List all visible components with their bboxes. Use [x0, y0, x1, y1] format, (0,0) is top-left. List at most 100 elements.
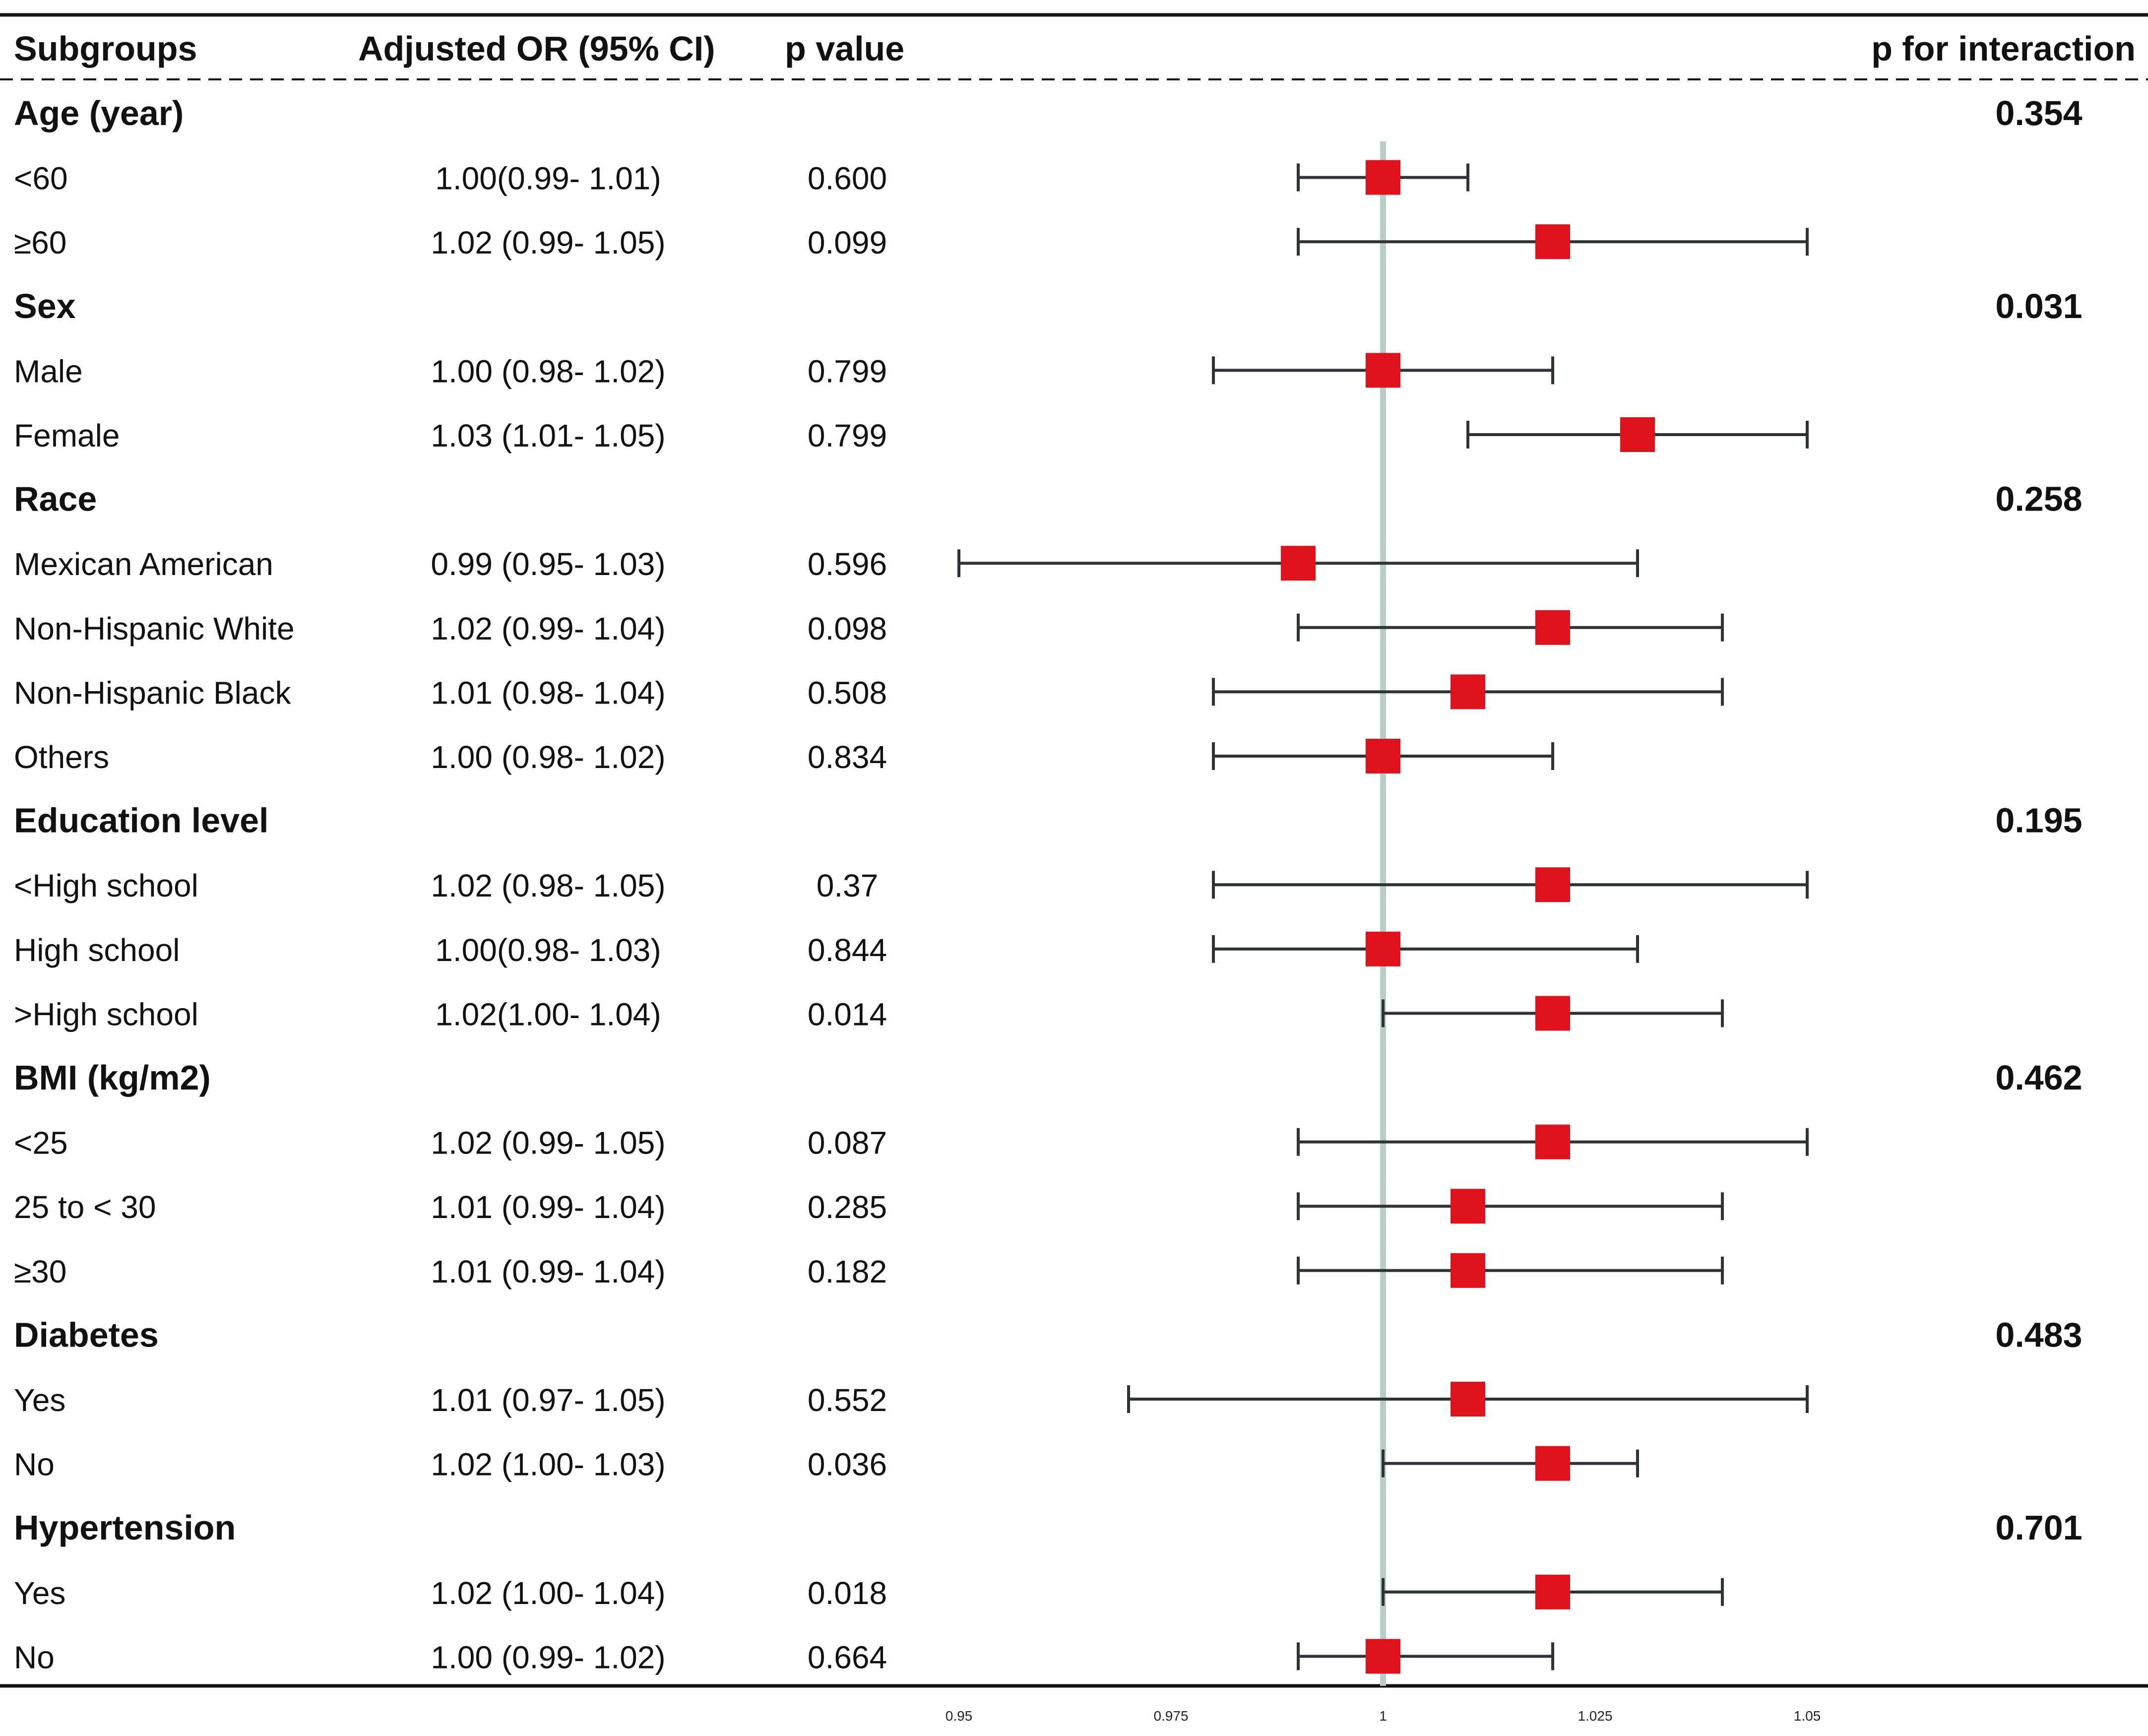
estimate-marker	[1366, 931, 1400, 966]
estimate-marker	[1451, 674, 1485, 709]
p-interaction-value: 0.031	[1995, 287, 2082, 325]
or-ci-value: 1.00 (0.98- 1.02)	[431, 739, 665, 775]
p-interaction-value: 0.195	[1995, 801, 2082, 840]
or-ci-value: 1.01 (0.99- 1.04)	[431, 1254, 665, 1289]
p-value: 0.664	[808, 1639, 887, 1675]
p-value: 0.036	[808, 1447, 887, 1482]
header-p-for-interaction: p for interaction	[1871, 29, 2136, 68]
subgroup-label: <25	[14, 1125, 68, 1161]
subgroup-label: ≥30	[14, 1254, 66, 1289]
p-interaction-value: 0.701	[1995, 1508, 2082, 1547]
p-value: 0.014	[808, 996, 887, 1032]
group-label: Race	[14, 480, 97, 518]
p-value: 0.834	[808, 739, 887, 775]
p-value: 0.098	[808, 611, 887, 646]
group-label: Sex	[14, 287, 76, 325]
estimate-marker	[1366, 353, 1400, 388]
header-p-value: p value	[785, 29, 904, 68]
or-ci-value: 1.00(0.99- 1.01)	[435, 161, 661, 196]
subgroup-label: Non-Hispanic Black	[14, 675, 291, 710]
or-ci-value: 1.02 (0.99- 1.05)	[431, 225, 665, 260]
estimate-marker	[1535, 1446, 1570, 1481]
subgroup-label: Mexican American	[14, 546, 273, 582]
subgroup-label: ≥60	[14, 225, 66, 260]
or-ci-value: 1.01 (0.97- 1.05)	[431, 1382, 665, 1418]
or-ci-value: 1.02 (1.00- 1.04)	[431, 1575, 665, 1611]
p-value: 0.37	[817, 868, 879, 903]
subgroup-label: No	[14, 1639, 55, 1675]
or-ci-value: 1.00 (0.98- 1.02)	[431, 353, 665, 389]
subgroup-label: Others	[14, 739, 109, 775]
p-value: 0.799	[808, 418, 887, 453]
subgroup-label: >High school	[14, 996, 198, 1032]
or-ci-value: 0.99 (0.95- 1.03)	[431, 546, 665, 582]
estimate-marker	[1281, 546, 1316, 581]
or-ci-value: 1.01 (0.99- 1.04)	[431, 1189, 665, 1225]
p-interaction-value: 0.258	[1995, 480, 2082, 518]
x-axis: 0.95 0.975 1 1.025 1.05	[946, 1708, 1821, 1724]
or-ci-value: 1.03 (1.01- 1.05)	[431, 418, 665, 453]
p-value: 0.552	[808, 1382, 887, 1418]
estimate-marker	[1535, 1574, 1570, 1609]
group-label: BMI (kg/m2)	[14, 1058, 211, 1097]
x-tick-label: 0.95	[946, 1708, 973, 1724]
subgroup-label: Yes	[14, 1382, 65, 1418]
estimate-marker	[1535, 1124, 1570, 1159]
estimate-marker	[1366, 1639, 1400, 1674]
p-value: 0.508	[808, 675, 887, 710]
or-ci-value: 1.02 (1.00- 1.03)	[431, 1447, 665, 1482]
p-value: 0.799	[808, 353, 887, 389]
table-rows: Age (year) 0.354 <60 1.00(0.99- 1.01) 0.600 ≥…	[14, 94, 2083, 1675]
subgroup-label: 25 to < 30	[14, 1189, 156, 1225]
forest-marks	[957, 160, 1809, 1674]
subgroup-label: Yes	[14, 1575, 65, 1611]
or-ci-value: 1.02 (0.98- 1.05)	[431, 868, 665, 903]
header-adjusted-or: Adjusted OR (95% CI)	[358, 29, 715, 68]
subgroup-label: Male	[14, 353, 83, 389]
group-label: Hypertension	[14, 1508, 236, 1547]
p-interaction-value: 0.354	[1995, 94, 2082, 132]
subgroup-label: High school	[14, 932, 180, 968]
table-header: Subgroups Adjusted OR (95% CI) p value p…	[14, 29, 2136, 68]
estimate-marker	[1451, 1253, 1485, 1288]
group-label: Education level	[14, 801, 268, 840]
or-ci-value: 1.01 (0.98- 1.04)	[431, 675, 665, 710]
subgroup-label: No	[14, 1447, 55, 1482]
subgroup-label: Non-Hispanic White	[14, 611, 295, 646]
group-label: Age (year)	[14, 94, 184, 132]
x-tick-label: 1	[1379, 1708, 1387, 1724]
x-tick-label: 1.05	[1794, 1708, 1821, 1724]
or-ci-value: 1.02(1.00- 1.04)	[435, 996, 661, 1032]
p-value: 0.844	[808, 932, 887, 968]
estimate-marker	[1535, 996, 1570, 1031]
p-value: 0.099	[808, 225, 887, 260]
group-label: Diabetes	[14, 1315, 159, 1354]
estimate-marker	[1366, 739, 1400, 773]
p-value: 0.182	[808, 1254, 887, 1289]
estimate-marker	[1366, 160, 1400, 195]
or-ci-value: 1.02 (0.99- 1.04)	[431, 611, 665, 646]
estimate-marker	[1620, 417, 1655, 452]
x-tick-label: 0.975	[1153, 1708, 1188, 1724]
subgroup-label: <60	[14, 161, 68, 196]
subgroup-label: Female	[14, 418, 120, 453]
estimate-marker	[1451, 1382, 1485, 1416]
p-interaction-value: 0.462	[1995, 1058, 2082, 1097]
estimate-marker	[1535, 224, 1570, 259]
header-subgroups: Subgroups	[14, 29, 197, 68]
p-value: 0.285	[808, 1189, 887, 1225]
p-interaction-value: 0.483	[1995, 1315, 2082, 1354]
estimate-marker	[1535, 867, 1570, 902]
p-value: 0.600	[808, 161, 887, 196]
p-value: 0.596	[808, 546, 887, 582]
or-ci-value: 1.00(0.98- 1.03)	[435, 932, 661, 968]
x-tick-label: 1.025	[1578, 1708, 1612, 1724]
p-value: 0.018	[808, 1575, 887, 1611]
p-value: 0.087	[808, 1125, 887, 1161]
or-ci-value: 1.02 (0.99- 1.05)	[431, 1125, 665, 1161]
estimate-marker	[1535, 610, 1570, 645]
subgroup-label: <High school	[14, 868, 198, 903]
estimate-marker	[1451, 1189, 1485, 1224]
or-ci-value: 1.00 (0.99- 1.02)	[431, 1639, 665, 1675]
